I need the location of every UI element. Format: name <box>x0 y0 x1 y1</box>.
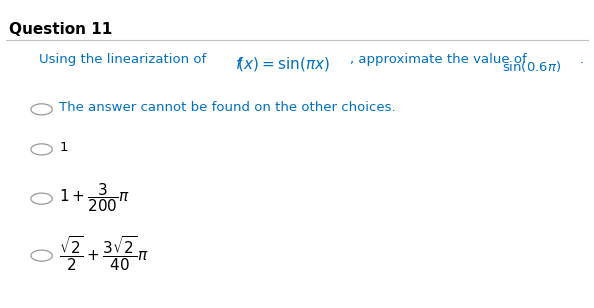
Text: $1+\dfrac{3}{200}\pi$: $1+\dfrac{3}{200}\pi$ <box>59 181 130 213</box>
Text: , approximate the value of: , approximate the value of <box>350 53 527 66</box>
Text: .: . <box>579 53 583 66</box>
Text: Question 11: Question 11 <box>9 22 112 37</box>
Text: The answer cannot be found on the other choices.: The answer cannot be found on the other … <box>59 101 396 114</box>
Text: $\dfrac{\sqrt{2}}{2}+\dfrac{3\sqrt{2}}{40}\pi$: $\dfrac{\sqrt{2}}{2}+\dfrac{3\sqrt{2}}{4… <box>59 235 149 274</box>
Text: $\sin\!\left(0.6\pi\right)$: $\sin\!\left(0.6\pi\right)$ <box>502 59 561 75</box>
Text: $f\!\left(x\right)=\sin\!\left(\pi x\right)$: $f\!\left(x\right)=\sin\!\left(\pi x\rig… <box>235 55 330 73</box>
Text: 1: 1 <box>59 141 68 154</box>
Text: Using the linearization of: Using the linearization of <box>39 53 206 66</box>
